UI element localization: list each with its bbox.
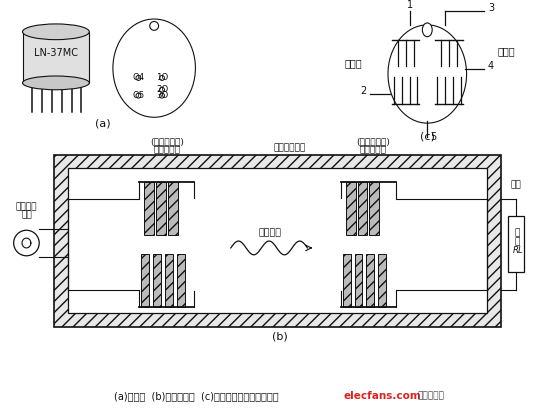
- Ellipse shape: [136, 75, 141, 80]
- Text: 2: 2: [360, 86, 366, 96]
- Text: 电子发烧友: 电子发烧友: [417, 392, 444, 401]
- Text: 2O: 2O: [156, 85, 168, 94]
- Text: 4: 4: [487, 61, 493, 71]
- Ellipse shape: [422, 23, 432, 37]
- Text: (a): (a): [95, 118, 111, 128]
- Text: (a)外形；  (b)内部结构；  (c)电气图形符号及文字符号: (a)外形； (b)内部结构； (c)电气图形符号及文字符号: [114, 391, 279, 401]
- Bar: [346, 182, 355, 234]
- Bar: [153, 255, 161, 307]
- Bar: [355, 255, 362, 307]
- Polygon shape: [68, 169, 487, 313]
- Text: LN-37MC: LN-37MC: [34, 48, 78, 59]
- Bar: [378, 255, 386, 307]
- Text: 负: 负: [515, 228, 520, 237]
- Text: O5: O5: [133, 91, 145, 100]
- Ellipse shape: [160, 87, 164, 92]
- Text: (输出换能器): (输出换能器): [356, 138, 390, 147]
- Text: 3: 3: [488, 3, 494, 13]
- Bar: [508, 216, 524, 272]
- Text: (输出换能器): (输出换能器): [150, 138, 184, 147]
- Text: 输入端: 输入端: [345, 58, 362, 68]
- Text: 压电晶体基片: 压电晶体基片: [273, 144, 306, 152]
- Ellipse shape: [160, 93, 164, 98]
- Text: (b): (b): [272, 331, 288, 342]
- Text: O4: O4: [133, 73, 145, 82]
- Bar: [168, 182, 178, 234]
- Text: elecfans.com: elecfans.com: [344, 391, 421, 401]
- Text: 1O: 1O: [156, 73, 168, 82]
- Text: 叉指换能器: 叉指换能器: [360, 145, 387, 154]
- Text: 叉指换能器: 叉指换能器: [153, 145, 180, 154]
- Bar: [366, 255, 374, 307]
- Ellipse shape: [14, 230, 39, 256]
- Ellipse shape: [136, 93, 141, 98]
- Text: 输出: 输出: [510, 180, 521, 189]
- Bar: [165, 255, 173, 307]
- Ellipse shape: [113, 19, 195, 117]
- Text: RL: RL: [512, 246, 523, 255]
- Text: 1: 1: [406, 0, 412, 10]
- Polygon shape: [23, 32, 89, 83]
- Bar: [343, 255, 351, 307]
- Ellipse shape: [23, 76, 89, 90]
- Bar: [369, 182, 379, 234]
- Ellipse shape: [23, 24, 89, 40]
- Text: 声表面波: 声表面波: [258, 228, 282, 237]
- Text: 输出端: 输出端: [497, 47, 515, 56]
- Bar: [156, 182, 166, 234]
- Text: 5: 5: [430, 132, 437, 142]
- Text: 载: 载: [515, 237, 520, 246]
- Text: 输入: 输入: [21, 211, 32, 220]
- Text: (c): (c): [420, 132, 435, 142]
- Ellipse shape: [388, 25, 466, 123]
- Text: 中频信号: 中频信号: [16, 203, 37, 212]
- Bar: [144, 182, 154, 234]
- Bar: [358, 182, 367, 234]
- Ellipse shape: [150, 21, 158, 30]
- Polygon shape: [54, 154, 501, 327]
- Ellipse shape: [160, 75, 164, 80]
- Text: 3O: 3O: [156, 91, 168, 100]
- Bar: [177, 255, 185, 307]
- Bar: [141, 255, 149, 307]
